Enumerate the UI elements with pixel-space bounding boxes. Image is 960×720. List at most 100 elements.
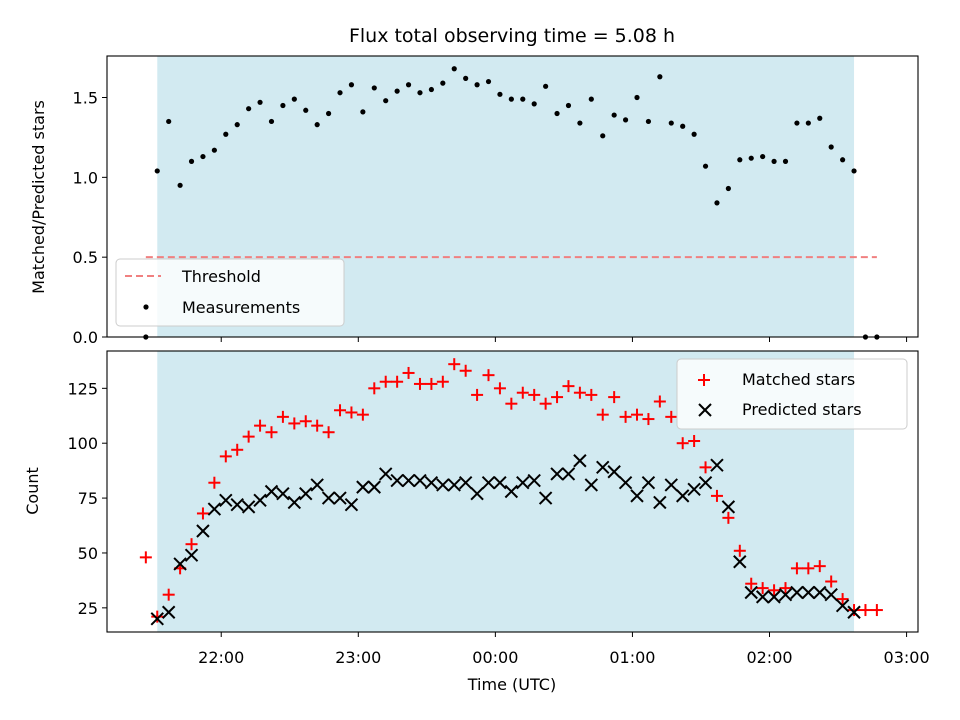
measurement-point [622, 117, 629, 123]
measurement-point [737, 157, 743, 163]
matched-star-marker [642, 413, 655, 426]
predicted-star-marker [184, 548, 199, 562]
predicted-star-marker [824, 587, 838, 602]
measurement-point [508, 96, 514, 102]
predicted-star-marker [721, 500, 736, 514]
count-legend: Matched stars Predicted stars [676, 358, 908, 430]
predicted-star-marker [196, 524, 210, 538]
legend-measurement-swatch [143, 304, 149, 310]
matched-star-marker [151, 610, 164, 623]
x-tick-label: 03:00 [884, 648, 930, 667]
count-y-axis-label: Count [23, 467, 42, 515]
measurement-point [805, 120, 811, 126]
measurement-point [497, 91, 503, 97]
measurement-point [554, 110, 560, 117]
predicted-star-marker [618, 476, 633, 490]
predicted-star-marker [253, 493, 267, 507]
matched-star-marker [459, 364, 472, 377]
measurement-point [520, 96, 526, 102]
chart-title: Flux total observing time = 5.08 h [349, 25, 675, 47]
predicted-star-marker [241, 500, 256, 514]
measurement-point [828, 144, 834, 150]
matched-star-marker [699, 461, 712, 474]
measurement-point [428, 86, 434, 93]
matched-star-marker [802, 562, 815, 575]
matched-star-marker [493, 382, 506, 395]
matched-star-marker [471, 388, 484, 401]
ratio-legend: Threshold Measurements [115, 258, 345, 327]
matched-star-marker [813, 560, 826, 573]
measurement-point [748, 155, 754, 161]
predicted-star-marker [641, 476, 656, 490]
ratio-x-ticks [220, 337, 908, 342]
measurement-point [405, 82, 412, 88]
measurement-point [657, 74, 663, 80]
matched-star-marker [436, 375, 449, 388]
measurement-point [600, 133, 606, 139]
measurement-point [360, 109, 366, 115]
matched-star-marker [688, 435, 701, 448]
measurement-point [680, 123, 686, 129]
ratio-y-axis-label: Matched/Predicted stars [29, 100, 48, 294]
y-tick-label: 0.0 [73, 328, 98, 347]
count-x-ticks: 22:00 23:00 00:00 01:00 02:00 03:00 [198, 632, 930, 667]
predicted-star-marker [299, 486, 313, 501]
predicted-star-marker [744, 585, 758, 600]
predicted-star-marker [481, 476, 496, 490]
predicted-star-marker [710, 458, 724, 472]
x-tick-label: 22:00 [198, 648, 244, 667]
matched-star-marker [722, 511, 735, 524]
predicted-star-marker [653, 495, 667, 510]
measurement-points [143, 66, 880, 340]
y-tick-label: 75 [78, 489, 98, 508]
measurement-point [565, 102, 572, 109]
x-tick-label: 01:00 [609, 648, 655, 667]
matched-star-marker [345, 406, 358, 419]
predicted-star-marker [847, 605, 861, 619]
predicted-star-marker [436, 478, 450, 492]
measurement-point [543, 83, 549, 89]
matched-star-marker [573, 386, 586, 399]
matched-star-marker [825, 575, 838, 588]
legend-matched-swatch [698, 374, 710, 386]
matched-star-marker [710, 489, 723, 502]
matched-star-marker [413, 377, 426, 390]
matched-star-marker [242, 430, 255, 443]
y-tick-label: 25 [78, 599, 98, 618]
y-tick-label: 1.0 [73, 168, 98, 187]
measurement-point [463, 75, 469, 81]
predicted-star-marker [161, 605, 176, 619]
predicted-star-marker [287, 495, 302, 510]
measurement-point [223, 131, 229, 137]
predicted-star-marker [538, 491, 553, 505]
measurement-point [611, 112, 617, 118]
predicted-star-marker [550, 467, 564, 481]
predicted-star-marker [390, 473, 404, 488]
measurement-point [166, 118, 172, 125]
measurement-point [474, 82, 480, 88]
measurement-point [246, 106, 252, 112]
predicted-star-marker [801, 585, 816, 600]
x-axis-label: Time (UTC) [467, 675, 556, 694]
matched-star-marker [311, 419, 324, 432]
y-tick-label: 125 [67, 379, 98, 398]
matched-star-marker [848, 604, 861, 617]
measurement-point [325, 110, 332, 117]
matched-star-marker [516, 386, 529, 399]
matched-star-marker [859, 604, 872, 617]
measurement-point [268, 118, 275, 125]
measurement-point [188, 158, 195, 164]
matched-star-marker [448, 358, 461, 371]
predicted-star-marker [150, 612, 164, 626]
measurement-point [417, 90, 423, 96]
predicted-star-marker [607, 465, 621, 479]
ratio-y-ticks: 0.0 0.5 1.0 1.5 [73, 89, 107, 347]
measurement-point [588, 96, 594, 102]
ratio-panel-frame [106, 55, 919, 338]
predicted-star-marker [573, 454, 587, 468]
matched-star-marker [299, 415, 312, 428]
predicted-star-marker [424, 476, 439, 490]
predicted-star-marker [458, 476, 473, 490]
matched-star-marker [551, 391, 564, 404]
measurement-point [645, 118, 652, 125]
